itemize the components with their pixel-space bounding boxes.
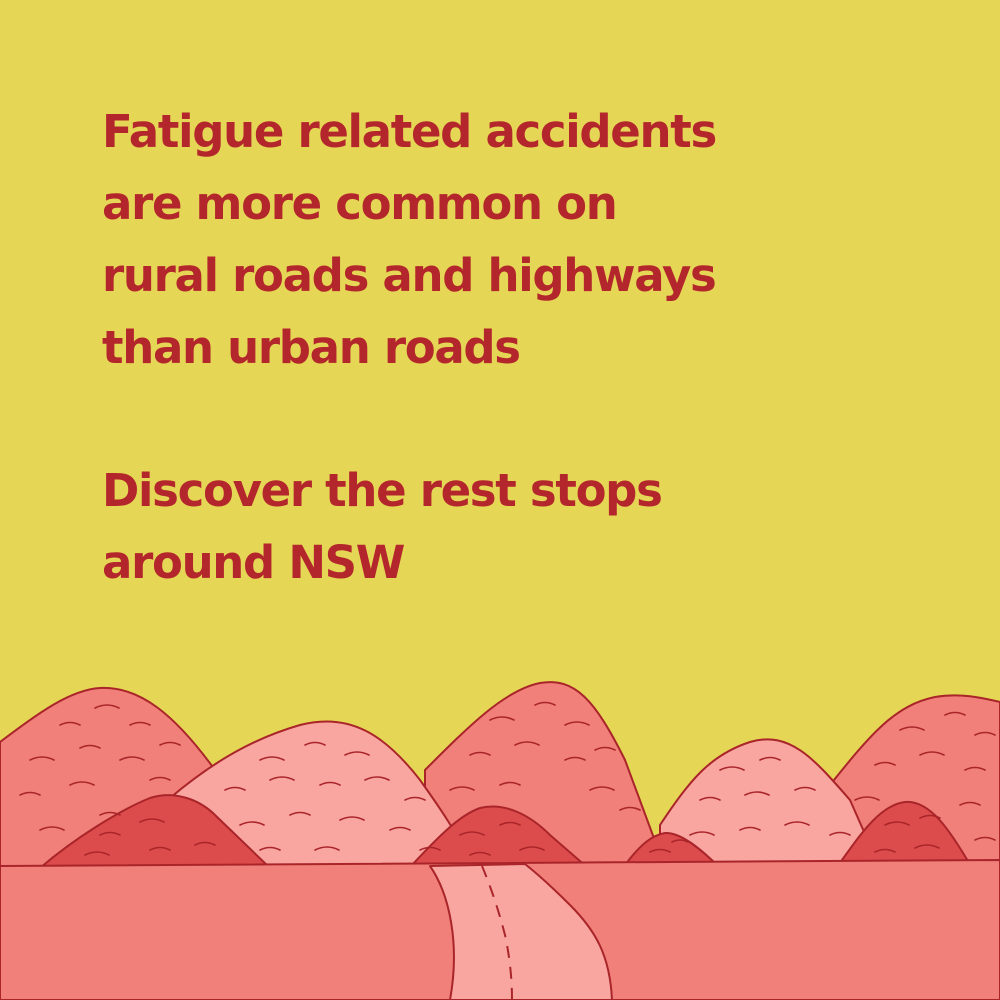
dark-hill-center bbox=[411, 805, 589, 869]
cta-line-2: around NSW bbox=[102, 536, 405, 589]
road bbox=[429, 863, 613, 1000]
headline-text: Fatigue related accidents are more commo… bbox=[102, 96, 962, 384]
dark-hill-left bbox=[39, 794, 271, 869]
cta-line-1: Discover the rest stops bbox=[102, 464, 663, 517]
dark-hill-right-small bbox=[624, 831, 721, 869]
headline-line-1: Fatigue related accidents bbox=[102, 105, 717, 158]
light-hill-right bbox=[659, 738, 881, 869]
headline-line-4: than urban roads bbox=[102, 321, 521, 374]
headline-line-2: are more common on bbox=[102, 177, 618, 230]
road-center-line bbox=[481, 865, 513, 1000]
headline-line-3: rural roads and highways bbox=[102, 249, 717, 302]
call-to-action-text: Discover the rest stops around NSW bbox=[102, 455, 962, 599]
